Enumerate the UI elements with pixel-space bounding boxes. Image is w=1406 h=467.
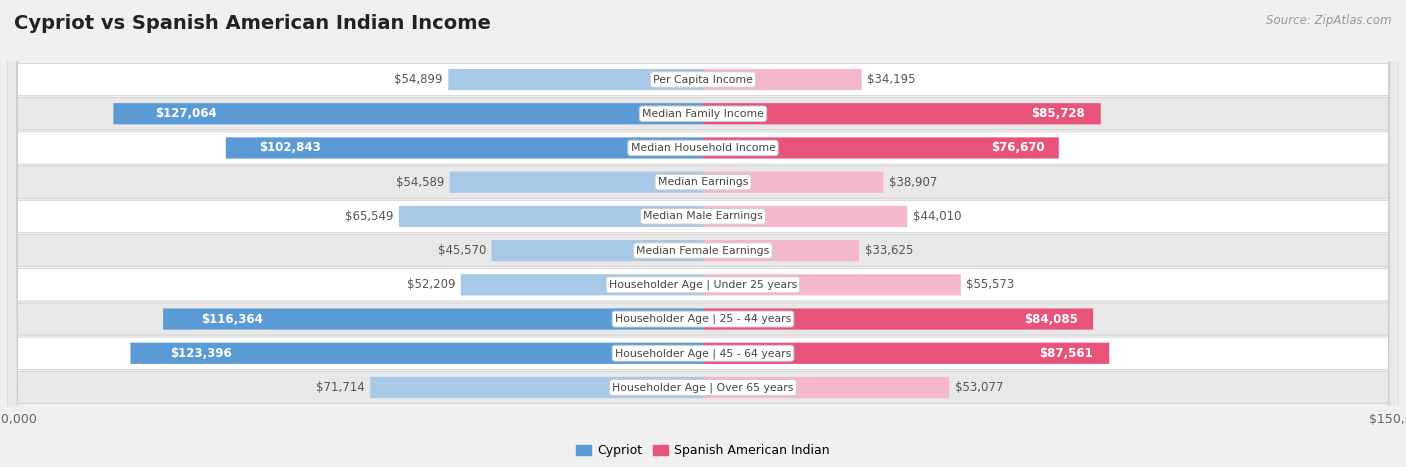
- Text: $84,085: $84,085: [1024, 312, 1077, 325]
- FancyBboxPatch shape: [450, 171, 703, 193]
- FancyBboxPatch shape: [7, 0, 1399, 467]
- Legend: Cypriot, Spanish American Indian: Cypriot, Spanish American Indian: [571, 439, 835, 462]
- Text: $54,589: $54,589: [395, 176, 444, 189]
- FancyBboxPatch shape: [703, 171, 883, 193]
- Text: $38,907: $38,907: [889, 176, 938, 189]
- Text: Source: ZipAtlas.com: Source: ZipAtlas.com: [1267, 14, 1392, 27]
- FancyBboxPatch shape: [703, 103, 1101, 124]
- Text: Householder Age | Over 65 years: Householder Age | Over 65 years: [612, 382, 794, 393]
- Text: $44,010: $44,010: [912, 210, 962, 223]
- FancyBboxPatch shape: [703, 377, 949, 398]
- FancyBboxPatch shape: [7, 0, 1399, 467]
- FancyBboxPatch shape: [7, 0, 1399, 467]
- FancyBboxPatch shape: [7, 0, 1399, 467]
- Text: $54,899: $54,899: [394, 73, 443, 86]
- Text: $52,209: $52,209: [406, 278, 456, 291]
- Text: Median Earnings: Median Earnings: [658, 177, 748, 187]
- Text: Median Family Income: Median Family Income: [643, 109, 763, 119]
- FancyBboxPatch shape: [703, 69, 862, 90]
- Text: Cypriot vs Spanish American Indian Income: Cypriot vs Spanish American Indian Incom…: [14, 14, 491, 33]
- FancyBboxPatch shape: [703, 274, 960, 296]
- Text: $116,364: $116,364: [201, 312, 263, 325]
- FancyBboxPatch shape: [703, 206, 907, 227]
- FancyBboxPatch shape: [7, 0, 1399, 467]
- Text: Householder Age | 25 - 44 years: Householder Age | 25 - 44 years: [614, 314, 792, 324]
- Text: $85,728: $85,728: [1031, 107, 1085, 120]
- Text: $34,195: $34,195: [868, 73, 915, 86]
- FancyBboxPatch shape: [131, 343, 703, 364]
- Text: $55,573: $55,573: [966, 278, 1015, 291]
- Text: $45,570: $45,570: [437, 244, 486, 257]
- FancyBboxPatch shape: [492, 240, 703, 261]
- FancyBboxPatch shape: [399, 206, 703, 227]
- FancyBboxPatch shape: [703, 343, 1109, 364]
- Text: Median Male Earnings: Median Male Earnings: [643, 212, 763, 221]
- FancyBboxPatch shape: [7, 0, 1399, 467]
- Text: $127,064: $127,064: [155, 107, 217, 120]
- Text: $102,843: $102,843: [259, 142, 321, 155]
- FancyBboxPatch shape: [114, 103, 703, 124]
- FancyBboxPatch shape: [703, 240, 859, 261]
- FancyBboxPatch shape: [7, 0, 1399, 467]
- FancyBboxPatch shape: [461, 274, 703, 296]
- FancyBboxPatch shape: [163, 308, 703, 330]
- Text: Householder Age | Under 25 years: Householder Age | Under 25 years: [609, 280, 797, 290]
- Text: Per Capita Income: Per Capita Income: [652, 75, 754, 85]
- Text: $71,714: $71,714: [316, 381, 364, 394]
- FancyBboxPatch shape: [703, 308, 1092, 330]
- FancyBboxPatch shape: [449, 69, 703, 90]
- Text: Median Household Income: Median Household Income: [630, 143, 776, 153]
- Text: $33,625: $33,625: [865, 244, 912, 257]
- Text: Householder Age | 45 - 64 years: Householder Age | 45 - 64 years: [614, 348, 792, 359]
- FancyBboxPatch shape: [703, 137, 1059, 159]
- FancyBboxPatch shape: [226, 137, 703, 159]
- Text: $65,549: $65,549: [344, 210, 394, 223]
- FancyBboxPatch shape: [370, 377, 703, 398]
- Text: $87,561: $87,561: [1039, 347, 1092, 360]
- Text: $123,396: $123,396: [170, 347, 232, 360]
- Text: Median Female Earnings: Median Female Earnings: [637, 246, 769, 255]
- Text: $53,077: $53,077: [955, 381, 1004, 394]
- FancyBboxPatch shape: [7, 0, 1399, 467]
- Text: $76,670: $76,670: [991, 142, 1045, 155]
- FancyBboxPatch shape: [7, 0, 1399, 467]
- FancyBboxPatch shape: [7, 0, 1399, 467]
